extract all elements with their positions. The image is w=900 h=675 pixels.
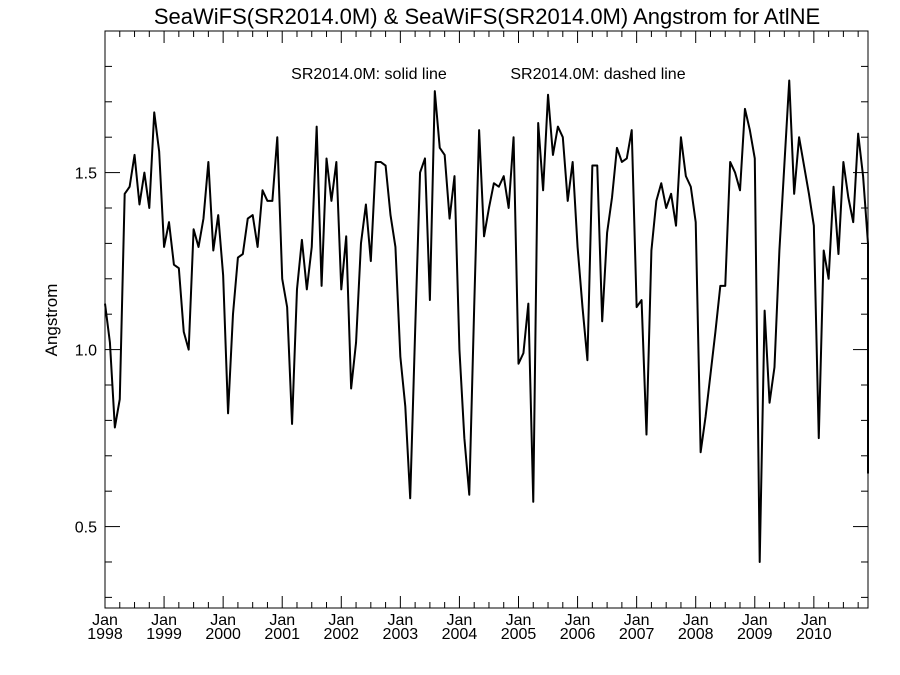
x-tick-year: 2000 xyxy=(205,626,241,643)
x-tick-month: Jan xyxy=(151,612,177,629)
x-tick-month: Jan xyxy=(447,612,473,629)
x-tick-month: Jan xyxy=(506,612,532,629)
y-tick-label: 1.0 xyxy=(75,343,97,360)
x-tick-month: Jan xyxy=(801,612,827,629)
x-tick-month: Jan xyxy=(742,612,768,629)
x-tick-month: Jan xyxy=(210,612,236,629)
x-tick-year: 2004 xyxy=(442,626,478,643)
x-tick-year: 2010 xyxy=(796,626,832,643)
series-line-solid xyxy=(104,79,869,563)
x-tick-month: Jan xyxy=(92,612,118,629)
x-tick-month: Jan xyxy=(624,612,650,629)
x-tick-year: 1998 xyxy=(87,626,123,643)
y-tick-label: 1.5 xyxy=(75,166,97,183)
chart-title: SeaWiFS(SR2014.0M) & SeaWiFS(SR2014.0M) … xyxy=(154,4,820,29)
y-axis-label: Angstrom xyxy=(42,284,61,357)
x-tick-year: 2008 xyxy=(678,626,714,643)
x-tick-month: Jan xyxy=(565,612,591,629)
y-axis: 0.5 1.0 1.5 xyxy=(75,65,868,598)
x-tick-month: Jan xyxy=(683,612,709,629)
x-tick-year: 2006 xyxy=(560,626,596,643)
y-tick-label: 0.5 xyxy=(75,520,97,537)
x-tick-month: Jan xyxy=(387,612,413,629)
legend-dashed-line: SR2014.0M: dashed line xyxy=(510,66,685,83)
x-tick-year: 2003 xyxy=(383,626,419,643)
x-axis: Jan1998Jan1999Jan2000Jan2001Jan2002Jan20… xyxy=(87,31,859,643)
x-tick-year: 2009 xyxy=(737,626,773,643)
legend-solid-line: SR2014.0M: solid line xyxy=(291,66,447,83)
x-tick-year: 2001 xyxy=(264,626,300,643)
x-tick-month: Jan xyxy=(328,612,354,629)
x-tick-year: 1999 xyxy=(146,626,182,643)
x-tick-month: Jan xyxy=(269,612,295,629)
x-tick-year: 2002 xyxy=(323,626,359,643)
plot-frame xyxy=(104,30,869,609)
x-tick-year: 2005 xyxy=(501,626,537,643)
x-tick-year: 2007 xyxy=(619,626,655,643)
